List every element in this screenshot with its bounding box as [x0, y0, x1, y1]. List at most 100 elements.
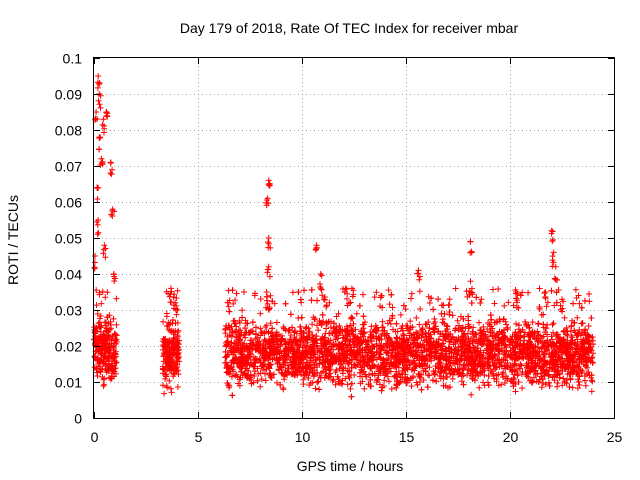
data-point: [573, 294, 580, 301]
data-point: [558, 361, 565, 368]
data-point: [465, 353, 472, 360]
data-point: [170, 350, 177, 357]
data-point: [587, 344, 594, 351]
data-point: [416, 343, 423, 350]
data-point: [495, 371, 502, 378]
data-point: [313, 342, 320, 349]
data-point: [258, 376, 265, 383]
data-point: [294, 352, 301, 359]
data-point: [350, 320, 357, 327]
data-point: [163, 383, 170, 390]
data-point: [572, 286, 579, 293]
data-point: [263, 197, 270, 204]
data-point: [248, 337, 255, 344]
data-point: [415, 270, 422, 277]
data-point: [512, 338, 519, 345]
data-point: [289, 344, 296, 351]
data-point: [459, 325, 466, 332]
data-point: [543, 303, 550, 310]
data-point: [380, 356, 387, 363]
data-point: [550, 329, 557, 336]
data-point: [349, 293, 356, 300]
data-point: [93, 287, 100, 294]
data-point: [224, 379, 231, 386]
data-point: [237, 327, 244, 334]
data-point: [357, 380, 364, 387]
data-point: [394, 350, 401, 357]
data-point: [571, 362, 578, 369]
data-point: [543, 345, 550, 352]
data-point: [330, 341, 337, 348]
data-point: [423, 321, 430, 328]
data-point: [102, 294, 109, 301]
data-point: [544, 342, 551, 349]
data-point: [467, 249, 474, 256]
data-point: [542, 289, 549, 295]
data-point: [252, 335, 259, 342]
data-point: [545, 372, 552, 379]
data-point: [105, 333, 112, 340]
data-point: [388, 359, 395, 366]
data-point: [94, 372, 101, 379]
data-point: [452, 346, 459, 353]
data-point: [309, 331, 316, 338]
data-point: [500, 335, 507, 342]
y-axis-label: ROTI / TECUs: [5, 195, 21, 285]
data-point: [287, 336, 294, 343]
data-point: [335, 310, 342, 317]
data-point: [287, 356, 294, 363]
data-point: [557, 302, 564, 309]
data-point: [404, 366, 411, 373]
data-point: [456, 370, 463, 377]
data-point: [227, 364, 234, 371]
data-point: [390, 342, 397, 349]
data-point: [576, 300, 583, 307]
data-point: [284, 362, 291, 369]
data-point: [248, 380, 255, 387]
data-point: [169, 320, 176, 327]
data-point: [229, 287, 236, 294]
data-point: [335, 376, 342, 383]
data-point: [277, 341, 284, 348]
data-point: [526, 338, 533, 345]
data-point: [514, 370, 521, 377]
data-point: [236, 363, 243, 370]
data-point: [102, 362, 109, 369]
data-point: [281, 358, 288, 365]
data-point: [242, 317, 249, 324]
data-point: [546, 382, 553, 389]
data-point: [561, 314, 568, 321]
data-point: [365, 381, 372, 388]
data-point: [322, 370, 329, 377]
data-point: [385, 287, 392, 294]
data-point: [417, 353, 424, 360]
data-point: [165, 319, 172, 326]
data-point: [469, 330, 476, 337]
data-point: [461, 336, 468, 343]
data-point: [588, 355, 595, 362]
data-point: [360, 321, 367, 328]
data-point: [229, 329, 236, 336]
data-point: [438, 302, 445, 309]
data-point: [285, 349, 292, 356]
data-point: [530, 365, 537, 372]
chart-title: Day 179 of 2018, Rate Of TEC Index for r…: [180, 20, 519, 36]
data-point: [345, 342, 352, 349]
data-point: [236, 376, 243, 383]
data-point: [113, 321, 120, 328]
data-point: [540, 362, 547, 369]
data-point: [504, 375, 511, 382]
axis-ticks: 0 5 10 15 20 2500.010.020.030.040.050.060.070…: [55, 51, 623, 446]
data-point: [532, 335, 539, 342]
data-point: [313, 333, 320, 340]
data-point: [553, 289, 560, 296]
data-point: [460, 332, 467, 339]
data-point: [437, 368, 444, 375]
data-point: [506, 341, 513, 348]
data-point: [551, 373, 558, 380]
x-tick-label: 15: [399, 429, 415, 445]
data-point: [419, 331, 426, 338]
data-point: [222, 348, 229, 355]
data-point: [286, 327, 293, 334]
data-point: [523, 322, 530, 329]
